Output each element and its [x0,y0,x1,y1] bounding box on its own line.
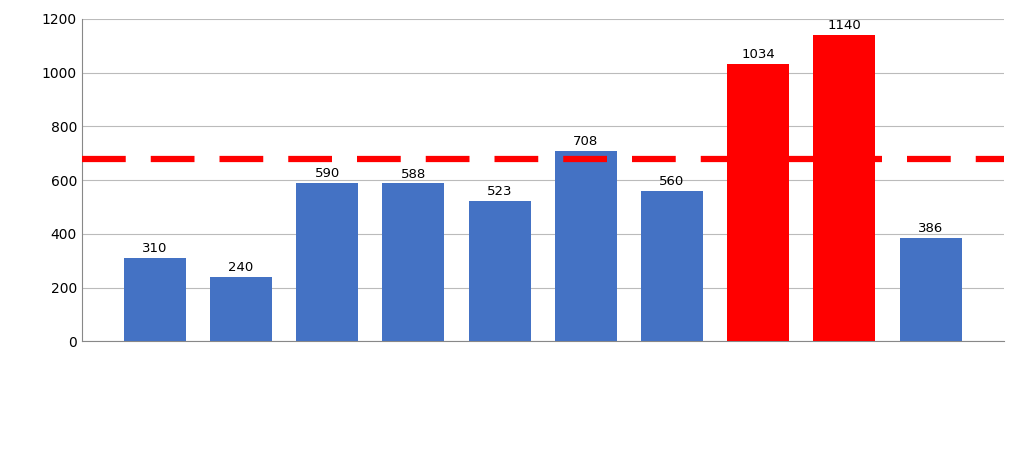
Bar [382,183,444,341]
Text: 1034: 1034 [741,48,775,61]
Text: 590: 590 [314,167,340,180]
Bar [899,237,962,341]
Bar [641,191,703,341]
Bar [210,277,272,341]
Text: 240: 240 [228,261,254,274]
Bar [296,183,358,341]
Bar [727,64,790,341]
Bar [555,151,616,341]
Text: 386: 386 [918,222,943,235]
Bar [469,201,530,341]
Text: 310: 310 [142,242,168,255]
Bar [124,258,186,341]
Text: 1140: 1140 [827,19,861,32]
Text: 708: 708 [573,136,598,148]
Text: 588: 588 [400,168,426,181]
Text: 560: 560 [659,175,685,188]
Bar [813,35,876,341]
Text: 523: 523 [486,185,512,198]
